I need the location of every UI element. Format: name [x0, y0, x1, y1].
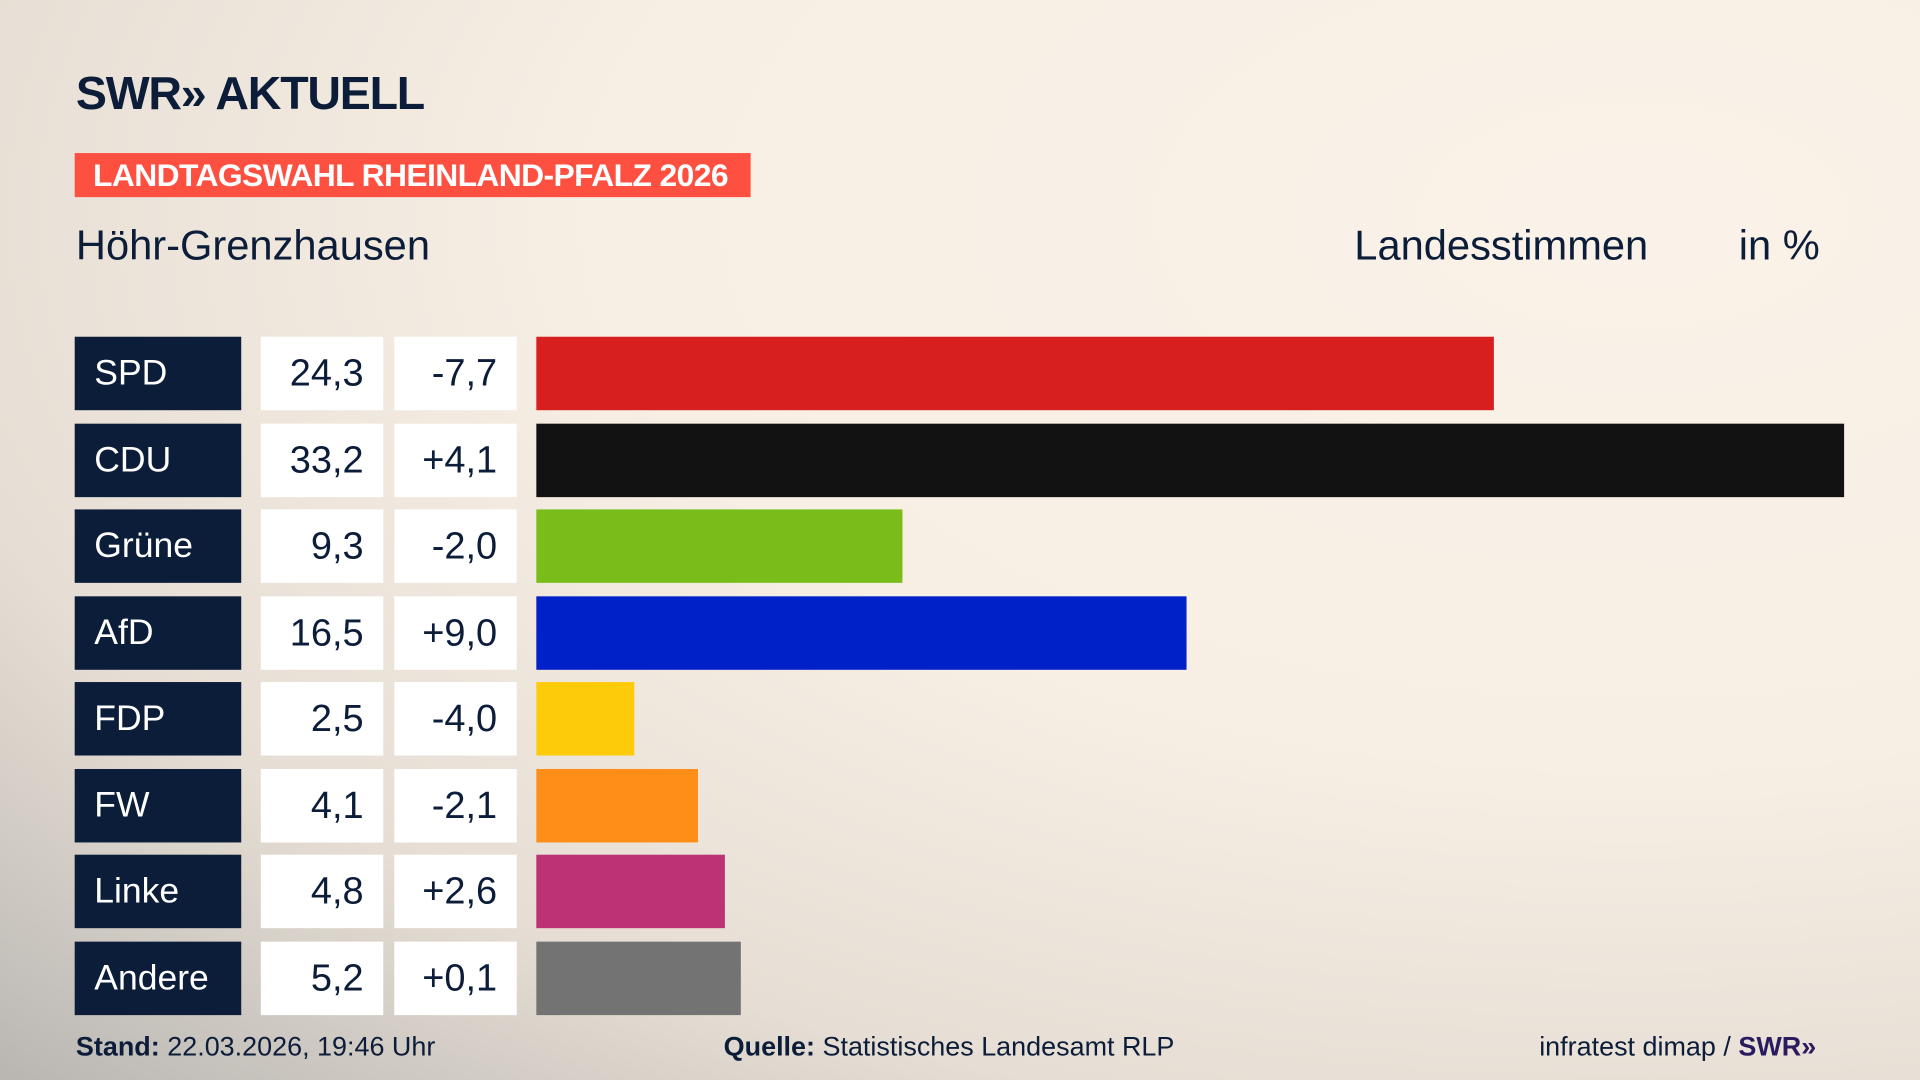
change-label: +4,1 — [394, 423, 517, 497]
value-label: 5,2 — [260, 941, 384, 1015]
bar — [536, 941, 742, 1015]
stand-value: 22.03.2026, 19:46 Uhr — [167, 1031, 436, 1062]
party-label: Grüne — [74, 509, 242, 583]
value-label: 4,8 — [260, 854, 384, 929]
value-label: 9,3 — [260, 509, 384, 583]
election-banner: LANDTAGSWAHL RHEINLAND-PFALZ 2026 — [74, 153, 751, 198]
value-label: 4,1 — [260, 768, 384, 842]
change-label: -4,0 — [394, 682, 517, 756]
bar-row: CDU 33,2 +4,1 — [0, 423, 1920, 497]
unit-label: in % — [1738, 222, 1820, 270]
timestamp: Stand: 22.03.2026, 19:46 Uhr — [76, 1031, 435, 1063]
bar-row: Linke 4,8 +2,6 — [0, 854, 1920, 929]
value-label: 33,2 — [260, 423, 384, 497]
change-label: +2,6 — [394, 854, 517, 929]
region-title: Höhr-Grenzhausen — [75, 222, 430, 270]
party-label: FW — [74, 768, 242, 842]
party-label: FDP — [74, 682, 242, 756]
change-label: -7,7 — [394, 336, 517, 411]
credit-text: infratest dimap / — [1539, 1031, 1731, 1062]
bar — [536, 336, 1494, 411]
swr-aktuell-logo: SWR» AKTUELL — [75, 68, 425, 121]
bar — [536, 768, 698, 842]
source-label: Quelle: — [723, 1031, 816, 1062]
party-label: AfD — [74, 595, 242, 670]
change-label: +0,1 — [394, 941, 517, 1015]
stand-label: Stand: — [75, 1031, 160, 1062]
value-label: 16,5 — [260, 595, 384, 670]
credit: infratest dimap / SWR» — [1539, 1031, 1816, 1063]
change-label: +9,0 — [394, 595, 517, 670]
bar-row: FDP 2,5 -4,0 — [0, 682, 1920, 756]
bar — [536, 423, 1845, 497]
change-label: -2,0 — [394, 509, 517, 583]
swr-logo: SWR» — [1738, 1031, 1817, 1062]
bar — [536, 682, 635, 756]
source: Quelle: Statistisches Landesamt RLP — [724, 1031, 1175, 1063]
bar-row: SPD 24,3 -7,7 — [0, 336, 1920, 411]
bar — [536, 595, 1187, 670]
bar-row: AfD 16,5 +9,0 — [0, 595, 1920, 670]
source-value: Statistisches Landesamt RLP — [822, 1031, 1175, 1062]
bar — [536, 854, 726, 929]
value-label: 24,3 — [260, 336, 384, 411]
party-label: Linke — [74, 854, 242, 929]
chart-title: Landesstimmen — [1354, 222, 1649, 270]
party-label: CDU — [74, 423, 242, 497]
bar-row: Grüne 9,3 -2,0 — [0, 509, 1920, 583]
party-label: SPD — [74, 336, 242, 411]
change-label: -2,1 — [394, 768, 517, 842]
bar-row: FW 4,1 -2,1 — [0, 768, 1920, 842]
party-label: Andere — [74, 941, 242, 1015]
value-label: 2,5 — [260, 682, 384, 756]
bar-row: Andere 5,2 +0,1 — [0, 941, 1920, 1015]
bar — [536, 509, 903, 583]
